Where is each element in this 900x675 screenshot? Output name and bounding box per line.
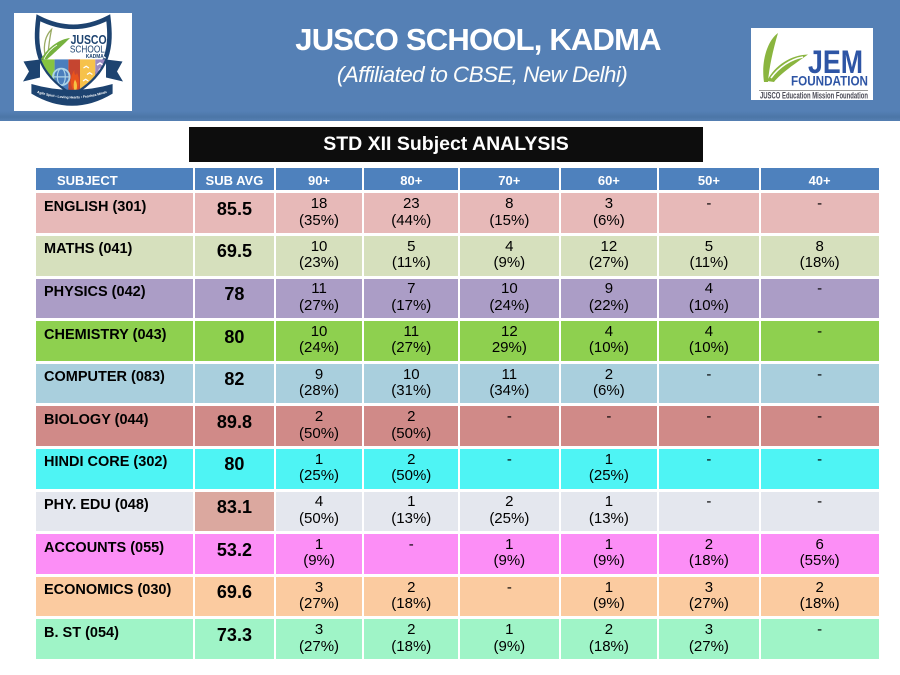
svg-text:FOUNDATION: FOUNDATION [791, 73, 868, 89]
svg-text:SCHOOL: SCHOOL [70, 44, 105, 55]
svg-text:JUSCO: JUSCO [71, 32, 107, 47]
svg-text:KADMA: KADMA [86, 54, 104, 60]
svg-text:JEM: JEM [808, 44, 863, 80]
svg-text:JUSCO Education Mission Founda: JUSCO Education Mission Foundation [760, 91, 868, 101]
